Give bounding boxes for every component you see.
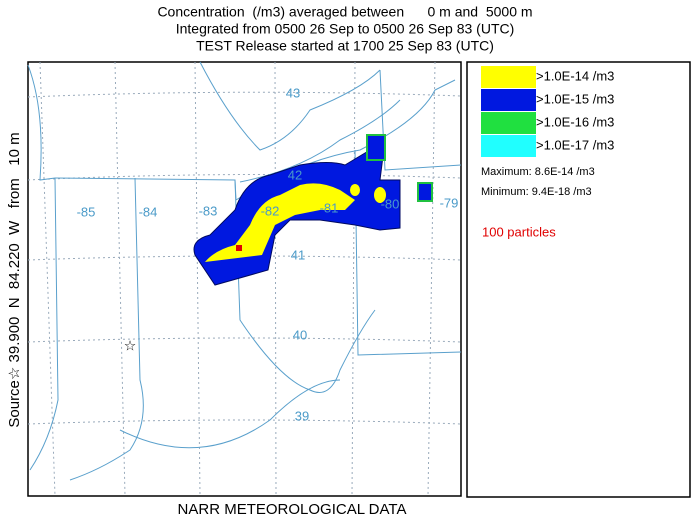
lat-label: 41 [291,247,305,262]
legend-swatch [481,135,536,157]
header-line: TEST Release started at 1700 25 Sep 83 (… [196,38,494,54]
legend-label: >1.0E-16 /m3 [536,114,614,129]
source-star: ☆ [124,338,137,354]
legend: >1.0E-14 /m3 >1.0E-15 /m3 >1.0E-16 /m3 >1.0… [481,66,614,157]
legend-label: >1.0E-15 /m3 [536,91,614,106]
legend-minimum: Minimum: 9.4E-18 /m3 [481,186,592,198]
legend-swatch [481,66,536,88]
graticule [27,61,462,497]
lat-label: 40 [293,327,307,342]
plume [193,134,433,286]
lat-label: 39 [295,408,309,423]
legend-frame [466,61,691,498]
legend-label: >1.0E-14 /m3 [536,68,614,83]
legend-maximum: Maximum: 8.6E-14 /m3 [481,166,595,178]
lon-label: -80 [381,196,400,211]
source-label: Source☆ 39.900 N 84.220 W from 10 m [6,132,23,427]
lon-label: -82 [261,203,280,218]
footer: NARR METEOROLOGICAL DATA [178,501,407,518]
map-frame [27,61,462,497]
lon-label: -85 [77,204,96,219]
legend-swatch [481,112,536,134]
legend-label: >1.0E-17 /m3 [536,137,614,152]
lon-label: -83 [199,203,218,218]
geo-labels: -85 -84 -83 -82 -81 -80 -79 43 42 41 40 … [77,85,459,423]
lon-label: -79 [440,195,459,210]
legend-swatch [481,89,536,111]
lon-label: -81 [320,200,339,215]
lon-label: -84 [139,204,158,219]
particle-count: 100 particles [482,224,556,239]
lat-label: 42 [288,167,302,182]
lat-label: 43 [286,85,300,100]
header-line: Integrated from 0500 26 Sep to 0500 26 S… [176,21,515,37]
header-line: Concentration (/m3) averaged between 0 m… [157,4,532,20]
